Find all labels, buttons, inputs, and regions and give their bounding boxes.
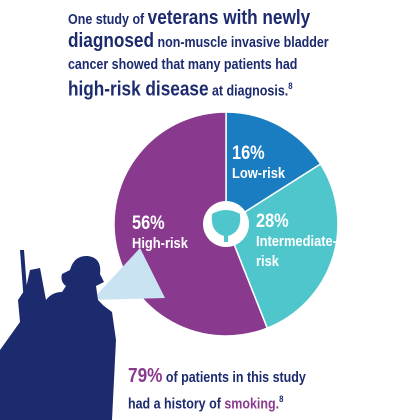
footnote: 79% of patients in this study had a hist…: [128, 366, 306, 415]
category-label: High-risk: [132, 235, 188, 252]
slice-label: 56% High-risk: [132, 214, 201, 254]
footnote-text: of patients in this study: [162, 370, 306, 386]
soldier-silhouette: [0, 250, 116, 420]
category-label: Intermediate-risk: [256, 233, 338, 270]
category-label: Low-risk: [232, 165, 286, 182]
value-label: 56%: [132, 213, 165, 234]
footnote-text: smoking.: [224, 396, 280, 413]
title-text: veterans with newly: [147, 7, 311, 29]
speech-cone: [92, 248, 165, 300]
title-text: One study of: [68, 12, 148, 28]
pie-slice: [225, 111, 322, 226]
title-text: non-muscle invasive bladder: [154, 35, 329, 51]
value-label: 16%: [232, 143, 265, 164]
footnote-ref: 8: [279, 394, 284, 404]
title-text: high-risk disease: [68, 78, 209, 101]
title-text: cancer showed that many patients had: [68, 57, 298, 73]
footnote-text: 79%: [128, 365, 163, 387]
title: One study of veterans with newly diagnos…: [68, 8, 329, 102]
slice-label: 16% Low-risk: [232, 144, 292, 184]
title-text: at diagnosis.: [208, 83, 289, 100]
value-label: 28%: [256, 211, 289, 232]
title-text: diagnosed: [68, 30, 155, 52]
slice-label: 28% Intermediate-risk: [256, 211, 338, 272]
footnote-text: had a history of: [128, 396, 225, 413]
pie-slice: [225, 162, 339, 330]
bladder-icon: [211, 210, 241, 242]
footnote-ref: 8: [288, 81, 293, 91]
